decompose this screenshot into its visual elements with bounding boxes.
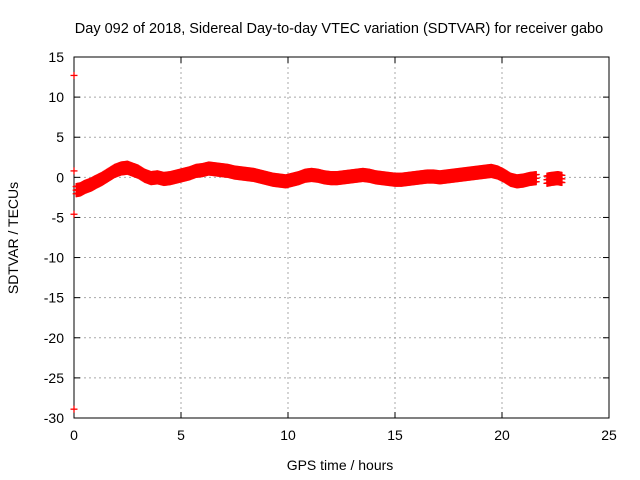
y-tick-label: -10 xyxy=(44,250,64,266)
y-tick-label: 5 xyxy=(56,129,64,145)
y-tick-label: 10 xyxy=(48,89,64,105)
chart-title: Day 092 of 2018, Sidereal Day-to-day VTE… xyxy=(75,21,603,37)
x-axis-label: GPS time / hours xyxy=(287,457,394,473)
y-tick-label: -15 xyxy=(44,290,64,306)
data-points xyxy=(70,71,566,413)
x-tick-label: 0 xyxy=(70,427,78,443)
y-tick-label: 15 xyxy=(48,49,64,65)
y-axis-label: SDTVAR / TECUs xyxy=(5,182,21,294)
y-tick-label: -30 xyxy=(44,410,64,426)
y-tick-labels: 15 10 5 0 -5 -10 -15 -20 -25 -30 xyxy=(44,49,64,426)
y-tick-label: 0 xyxy=(56,169,64,185)
x-tick-label: 5 xyxy=(177,427,185,443)
data-point xyxy=(70,167,78,175)
plot-frame xyxy=(73,56,610,419)
x-tick-labels: 0 5 10 15 20 25 xyxy=(70,427,617,443)
y-tick-label: -20 xyxy=(44,330,64,346)
data-point xyxy=(558,171,566,179)
y-tick-label: -25 xyxy=(44,370,64,386)
data-point xyxy=(532,171,540,179)
x-tick-label: 10 xyxy=(280,427,296,443)
data-point xyxy=(70,405,78,413)
data-point xyxy=(70,71,78,79)
x-tick-label: 20 xyxy=(494,427,510,443)
data-point xyxy=(70,210,78,218)
y-tick-label: -5 xyxy=(52,209,65,225)
x-tick-label: 15 xyxy=(387,427,403,443)
grid-lines xyxy=(74,57,609,418)
axis-ticks xyxy=(73,56,610,419)
x-tick-label: 25 xyxy=(601,427,617,443)
